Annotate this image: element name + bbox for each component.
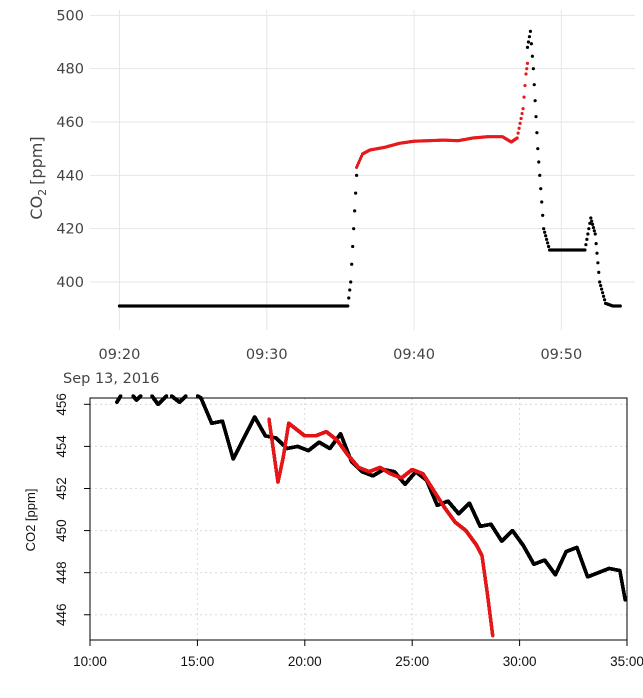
top-y-axis-label-main: CO <box>27 196 46 220</box>
top-data-point-black <box>619 304 622 307</box>
top-data-point-black <box>528 35 531 38</box>
top-data-point-black <box>537 160 540 163</box>
top-data-point-black <box>530 42 533 45</box>
top-data-point-red <box>519 117 522 120</box>
bottom-data-point-black <box>119 394 122 397</box>
top-data-point-red <box>516 136 519 139</box>
top-data-point-red <box>521 107 524 110</box>
top-y-tick-labels: 400 420 440 460 480 500 <box>56 8 84 291</box>
top-x-tick-labels: 09:20 09:30 09:40 09:50 <box>99 347 583 363</box>
top-y-axis-label: CO2 [ppm] <box>27 136 49 219</box>
top-data-point-black <box>529 30 532 33</box>
top-data-point-red <box>522 96 525 99</box>
top-data-point-black <box>531 55 534 58</box>
top-data-point-red <box>525 67 528 70</box>
top-data-point-black <box>538 174 541 177</box>
top-data-point-black <box>542 227 545 230</box>
top-data-point-black <box>349 280 352 283</box>
top-data-point-red <box>524 72 527 75</box>
top-y-axis-label-subscript: 2 <box>36 189 49 196</box>
top-data-point-red <box>519 122 522 125</box>
top-data-point-black <box>352 227 355 230</box>
top-data-point-black <box>590 220 593 223</box>
top-data-point-black <box>586 232 589 235</box>
top-data-point-red <box>526 62 529 65</box>
top-x-tick-label: 09:50 <box>540 347 582 363</box>
top-data-point-black <box>547 245 550 248</box>
top-data-point-black <box>348 288 351 291</box>
top-data-point-black <box>539 187 542 190</box>
top-data-point-black <box>534 99 537 102</box>
top-data-point-black <box>603 298 606 301</box>
top-y-tick-label: 460 <box>56 115 84 131</box>
bottom-data-point-black <box>184 394 187 397</box>
top-data-point-black <box>534 115 537 118</box>
top-y-tick-label: 480 <box>56 62 84 78</box>
top-data-point-black <box>545 238 548 241</box>
top-data-point-black <box>532 67 535 70</box>
top-data-point-black <box>546 241 549 244</box>
top-data-point-red <box>518 127 521 130</box>
top-data-point-red <box>523 84 526 87</box>
top-y-tick-label: 400 <box>56 275 84 291</box>
top-data-point-black <box>355 174 358 177</box>
top-data-point-black <box>589 216 592 219</box>
top-data-point-black <box>602 295 605 298</box>
top-data-point-black <box>526 46 529 49</box>
top-data-point-black <box>595 252 598 255</box>
top-data-point-black <box>601 291 604 294</box>
top-data-point-black <box>351 245 354 248</box>
top-data-point-black <box>540 200 543 203</box>
top-data-point-black <box>594 232 597 235</box>
top-data-point-black <box>350 263 353 266</box>
top-y-axis-label-unit: [ppm] <box>27 136 46 184</box>
top-data-point-red <box>520 112 523 115</box>
top-data-point-black <box>354 192 357 195</box>
top-data-point-red <box>517 132 520 135</box>
top-data-point-black <box>535 131 538 134</box>
top-x-tick-label: 09:40 <box>393 347 435 363</box>
top-data-point-black <box>353 209 356 212</box>
top-y-tick-label: 420 <box>56 222 84 238</box>
top-data-point-black <box>543 231 546 234</box>
top-x-date-label: Sep 13, 2016 <box>63 371 160 387</box>
top-data-point-black <box>600 288 603 291</box>
top-data-point-black <box>541 214 544 217</box>
top-data-point-black <box>544 234 547 237</box>
top-data-point-black <box>585 238 588 241</box>
top-data-point-black <box>587 227 590 230</box>
bottom-data-point-black <box>165 394 168 397</box>
top-data-point-black <box>599 284 602 287</box>
top-data-point-black <box>347 296 350 299</box>
top-data-point-black <box>591 223 594 226</box>
top-data-point-black <box>592 226 595 229</box>
top-data-point-black <box>583 248 586 251</box>
top-x-tick-label: 09:30 <box>246 347 288 363</box>
top-data-point-black <box>527 40 530 43</box>
top-data-point-black <box>597 271 600 274</box>
top-data-point-black <box>346 304 349 307</box>
top-data-point-black <box>536 147 539 150</box>
top-data-point-black <box>533 83 536 86</box>
top-data-point-black <box>596 261 599 264</box>
top-chart: 09:20 09:30 09:40 09:50 400420440460480500 … <box>27 8 635 387</box>
top-x-tick-label: 09:20 <box>99 347 141 363</box>
bottom-plot-area <box>90 398 627 640</box>
bottom-data-point-black <box>139 394 142 397</box>
top-y-tick-label: 440 <box>56 168 84 184</box>
top-data-point-black <box>593 229 596 232</box>
top-data-point-black <box>584 243 587 246</box>
top-y-tick-label: 500 <box>56 8 84 24</box>
bottom-chart: 10:00 15:00 20:00 25:00 30:00 35:00 446448450… <box>23 393 643 669</box>
top-data-point-black <box>598 280 601 283</box>
top-data-point-black <box>595 242 598 245</box>
